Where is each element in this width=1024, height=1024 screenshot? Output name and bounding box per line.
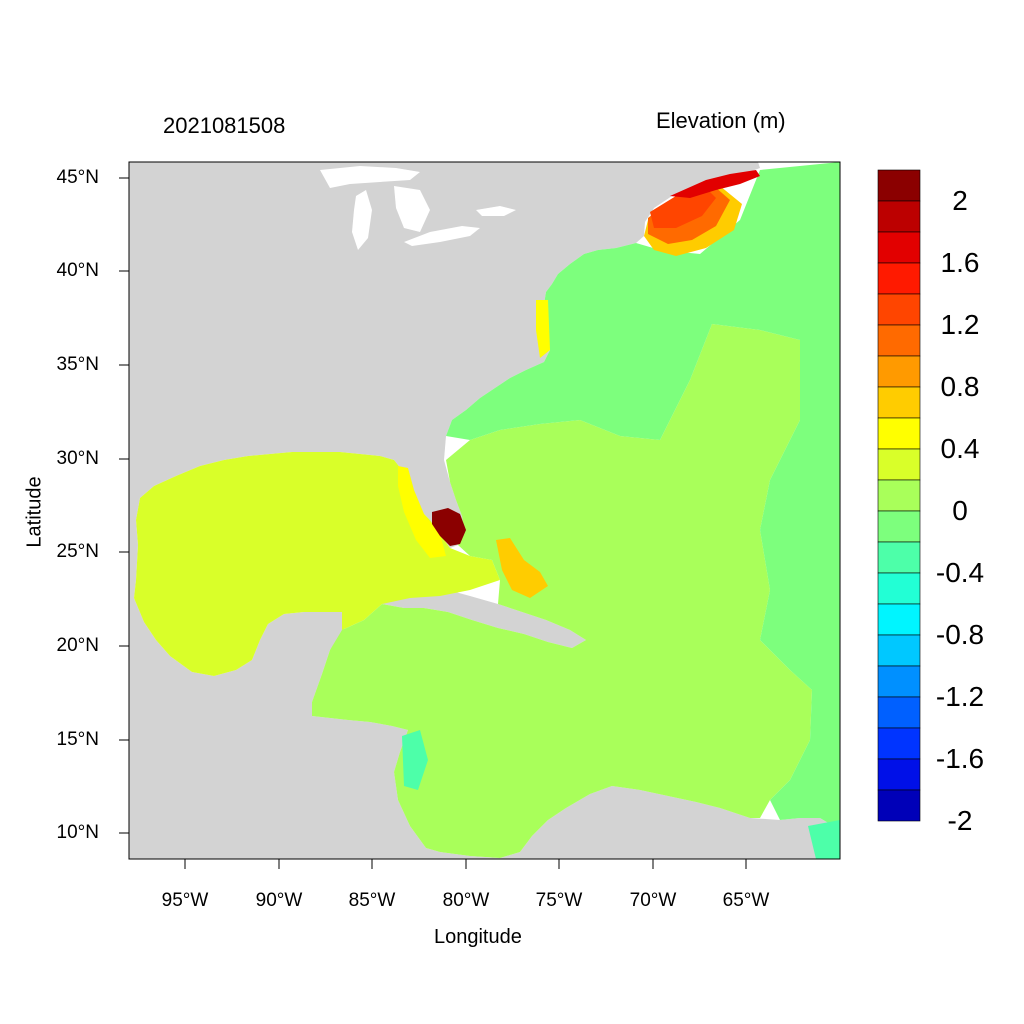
colorbar-swatch — [877, 417, 921, 450]
x-tick-label: 90°W — [255, 890, 303, 911]
x-tick-label: 80°W — [442, 890, 490, 911]
colorbar-label: -1.6 — [935, 743, 985, 774]
y-tick-label: 35°N — [56, 354, 99, 375]
y-tick-label: 10°N — [56, 822, 99, 843]
y-tick-label: 40°N — [56, 260, 99, 281]
colorbar-swatch — [877, 696, 921, 729]
colorbar-swatch — [877, 169, 921, 202]
colorbar-swatch — [877, 541, 921, 574]
colorbar-swatch — [877, 293, 921, 326]
surge-gulf-of-maine-inner — [650, 188, 716, 228]
surge-east-coast — [536, 300, 550, 358]
lake-ontario — [476, 206, 516, 216]
colorbar-swatch — [877, 324, 921, 357]
colorbar-swatch — [877, 758, 921, 791]
colorbar-label: 1.6 — [940, 247, 980, 278]
y-tick-label: 45°N — [56, 167, 99, 188]
lake-erie — [404, 226, 480, 246]
x-tick-label: 70°W — [629, 890, 677, 911]
colorbar-label: -0.8 — [935, 619, 985, 650]
colorbar-swatch — [877, 200, 921, 233]
colorbar-swatch — [877, 479, 921, 512]
surge-honduras-coast — [402, 730, 428, 790]
land-north-america — [129, 162, 840, 859]
surge-west-florida-shelf — [398, 466, 446, 558]
y-tick-label: 25°N — [56, 541, 99, 562]
colorbar-label: -2 — [947, 805, 973, 836]
x-tick-label: 65°W — [722, 890, 770, 911]
colorbar-label: 1.2 — [940, 309, 980, 340]
colorbar-swatch — [877, 231, 921, 264]
surge-southeast-corner — [808, 820, 840, 859]
x-tick-label: 75°W — [535, 890, 583, 911]
map-variable-title: Elevation (m) — [656, 108, 786, 133]
colorbar-label: 0 — [952, 495, 968, 526]
colorbar-label: 0.8 — [940, 371, 980, 402]
colorbar-swatch — [877, 262, 921, 295]
colorbar-label: -1.2 — [935, 681, 985, 712]
colorbar-label: 0.4 — [940, 433, 980, 464]
colorbar-swatch — [877, 789, 921, 822]
land-cuba — [382, 588, 586, 648]
colorbar-swatch — [877, 665, 921, 698]
colorbar-swatch — [877, 448, 921, 481]
y-axis-title: Latitude — [23, 476, 46, 548]
y-tick-label: 15°N — [56, 729, 99, 750]
colorbar-swatch — [877, 386, 921, 419]
ocean-caribbean — [312, 324, 812, 858]
lake-superior — [320, 166, 420, 188]
lake-michigan — [352, 190, 372, 250]
x-tick-label: 95°W — [161, 890, 209, 911]
lake-huron — [394, 186, 430, 232]
colorbar-label: -0.4 — [935, 557, 985, 588]
colorbar — [877, 169, 921, 822]
colorbar-swatch — [877, 510, 921, 543]
colorbar-swatch — [877, 572, 921, 605]
colorbar-swatch — [877, 634, 921, 667]
surge-bahamas — [496, 538, 548, 598]
colorbar-swatch — [877, 727, 921, 760]
surge-south-florida — [432, 508, 466, 546]
surge-gulf-of-maine-peak — [670, 170, 760, 198]
plot-frame — [128, 161, 841, 860]
x-axis-title: Longitude — [434, 926, 522, 948]
map-timestamp: 2021081508 — [163, 113, 286, 138]
colorbar-swatch — [877, 603, 921, 636]
y-tick-label: 30°N — [56, 448, 99, 469]
colorbar-label: 2 — [952, 185, 968, 216]
x-tick-label: 85°W — [348, 890, 396, 911]
y-tick-label: 20°N — [56, 635, 99, 656]
colorbar-swatch — [877, 355, 921, 388]
